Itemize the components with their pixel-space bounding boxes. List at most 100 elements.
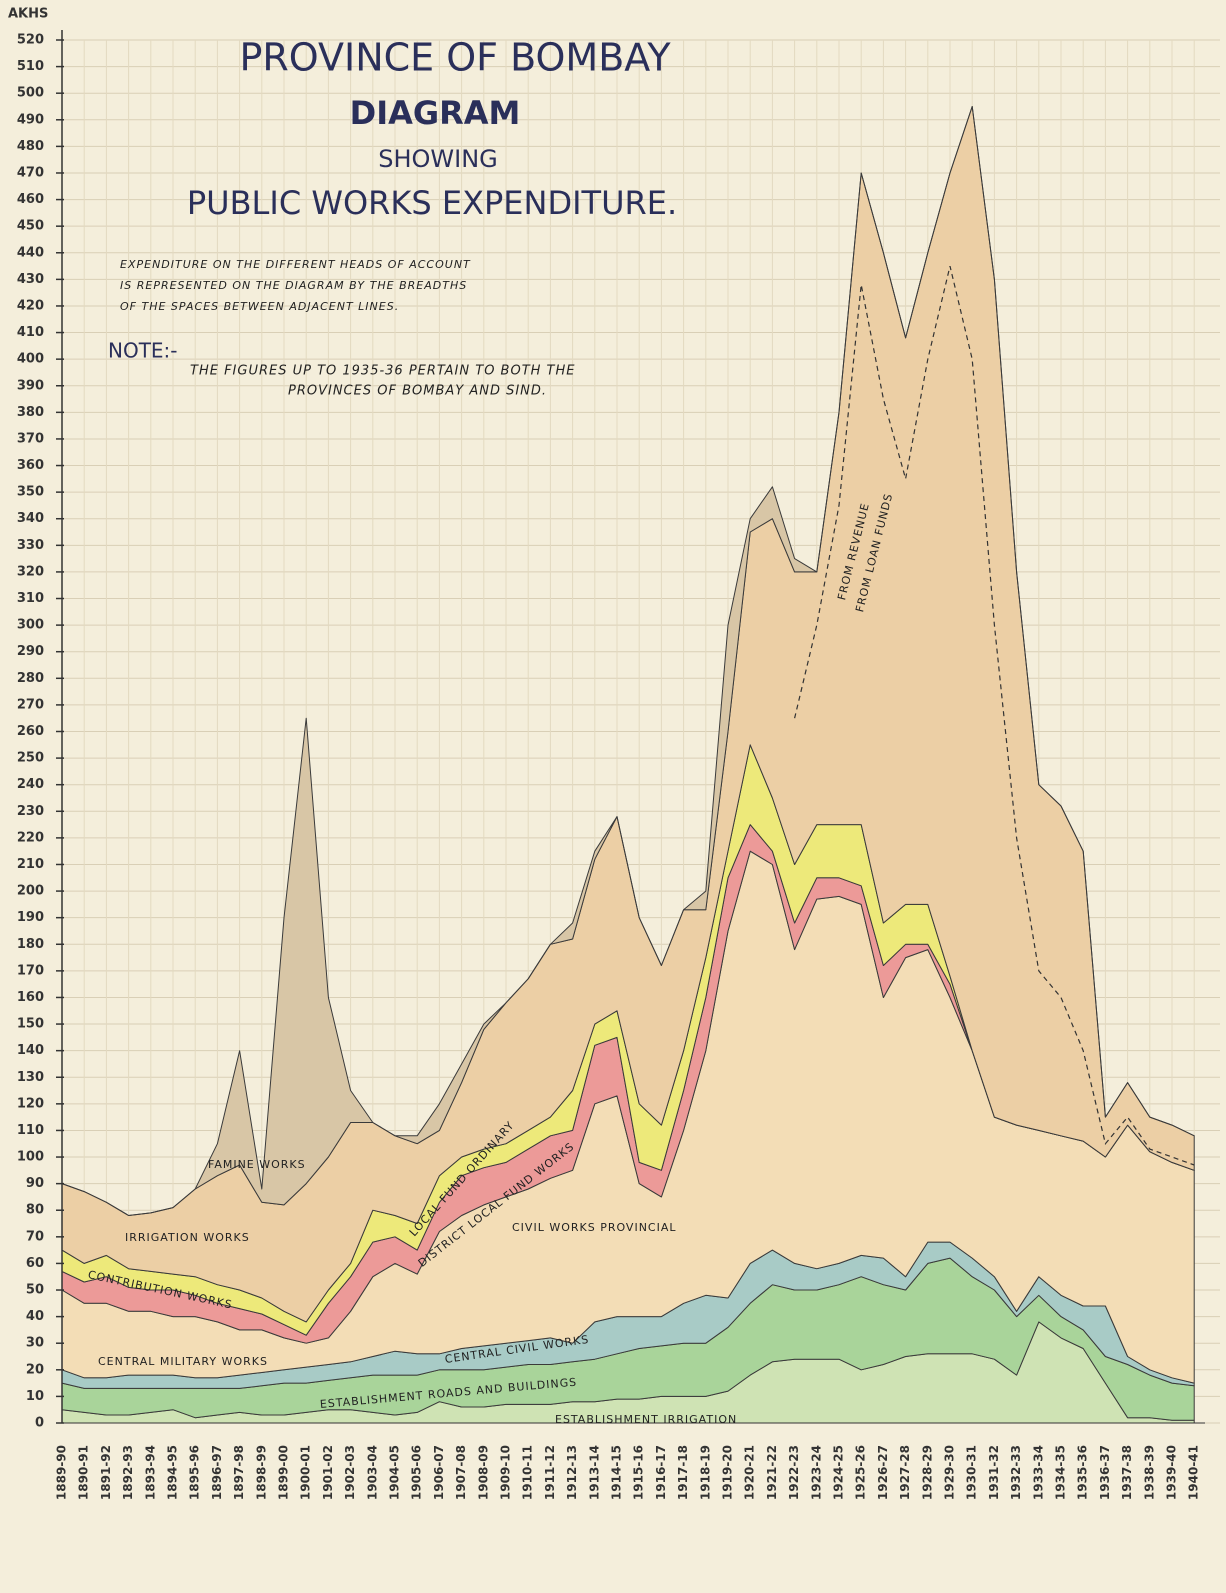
y-tick-label: 180: [17, 937, 44, 952]
y-tick-label: 420: [17, 298, 44, 313]
x-tick-label: 1892-93: [121, 1445, 135, 1500]
x-tick-label: 1913-14: [587, 1445, 601, 1500]
y-tick-label: 430: [17, 272, 44, 287]
x-tick-label: 1929-30: [943, 1445, 957, 1500]
x-tick-label: 1936-37: [1098, 1445, 1112, 1500]
note: THE FIGURES UP TO 1935-36 PERTAIN TO BOT…: [190, 364, 576, 379]
y-tick-label: 240: [17, 777, 44, 792]
x-tick-label: 1900-01: [299, 1445, 313, 1500]
x-tick-label: 1909-10: [499, 1445, 513, 1500]
y-tick-label: 150: [17, 1017, 44, 1032]
y-tick-label: 130: [17, 1070, 44, 1085]
x-tick-label: 1938-39: [1142, 1445, 1156, 1500]
y-tick-label: 410: [17, 325, 44, 340]
y-tick-label: 10: [26, 1389, 44, 1404]
y-tick-label: 300: [17, 618, 44, 633]
y-tick-label: 90: [26, 1176, 44, 1191]
y-tick-label: 100: [17, 1150, 44, 1165]
x-tick-label: 1927-28: [898, 1445, 912, 1500]
x-tick-label: 1939-40: [1165, 1445, 1179, 1500]
x-tick-label: 1901-02: [321, 1445, 335, 1500]
x-tick-label: 1899-00: [277, 1445, 291, 1500]
x-tick-label: 1921-22: [765, 1445, 779, 1500]
y-tick-label: 40: [26, 1309, 44, 1324]
y-tick-label: 510: [17, 59, 44, 74]
x-tick-label: 1903-04: [365, 1445, 379, 1500]
y-tick-label: 200: [17, 884, 44, 899]
x-tick-label: 1923-24: [809, 1445, 823, 1500]
x-tick-label: 1916-17: [654, 1445, 668, 1500]
y-tick-label: 520: [17, 33, 44, 48]
x-tick-label: 1934-35: [1054, 1445, 1068, 1500]
chart-title: PROVINCE OF BOMBAY: [239, 36, 671, 80]
x-tick-label: 1894-95: [166, 1445, 180, 1500]
x-tick-label: 1891-92: [99, 1445, 113, 1500]
x-tick-label: 1918-19: [698, 1445, 712, 1500]
y-tick-label: 250: [17, 751, 44, 766]
series-label: CIVIL WORKS PROVINCIAL: [512, 1221, 677, 1234]
y-tick-label: 450: [17, 219, 44, 234]
x-tick-label: 1914-15: [610, 1445, 624, 1500]
y-tick-label: 490: [17, 112, 44, 127]
description: OF THE SPACES BETWEEN ADJACENT LINES.: [120, 300, 399, 313]
y-tick-label: 120: [17, 1096, 44, 1111]
x-tick-label: 1906-07: [432, 1445, 446, 1500]
x-tick-label: 1932-33: [1009, 1445, 1023, 1500]
y-tick-label: 500: [17, 86, 44, 101]
y-tick-label: 440: [17, 245, 44, 260]
x-tick-label: 1895-96: [188, 1445, 202, 1500]
description: IS REPRESENTED ON THE DIAGRAM BY THE BRE…: [120, 279, 467, 292]
series-label: IRRIGATION WORKS: [125, 1231, 250, 1244]
y-tick-label: 310: [17, 591, 44, 606]
y-tick-label: 110: [17, 1123, 44, 1138]
x-tick-label: 1907-08: [454, 1445, 468, 1500]
x-tick-label: 1910-11: [521, 1445, 535, 1500]
y-tick-label: 320: [17, 564, 44, 579]
y-tick-label: 390: [17, 378, 44, 393]
x-tick-label: 1917-18: [676, 1445, 690, 1500]
area: [61, 106, 1195, 1216]
y-tick-label: 470: [17, 165, 44, 180]
y-tick-label: 330: [17, 538, 44, 553]
y-tick-label: 210: [17, 857, 44, 872]
x-tick-label: 1911-12: [543, 1445, 557, 1500]
annotation: CENTRAL MILITARY WORKS: [98, 1355, 268, 1368]
subtitle: PUBLIC WORKS EXPENDITURE.: [187, 184, 677, 222]
x-tick-label: 1920-21: [743, 1445, 757, 1500]
note-label: NOTE:-: [108, 339, 178, 363]
y-tick-label: 20: [26, 1362, 44, 1377]
x-tick-label: 1893-94: [143, 1445, 157, 1500]
x-tick-label: 1919-20: [721, 1445, 735, 1500]
x-tick-label: 1890-91: [77, 1445, 91, 1500]
description: EXPENDITURE ON THE DIFFERENT HEADS OF AC…: [120, 258, 471, 271]
series-label: ESTABLISHMENT IRRIGATION: [555, 1413, 737, 1426]
y-tick-label: 350: [17, 485, 44, 500]
x-tick-label: 1925-26: [854, 1445, 868, 1500]
y-tick-label: 270: [17, 697, 44, 712]
x-tick-label: 1930-31: [965, 1445, 979, 1500]
subtitle: DIAGRAM: [350, 94, 521, 132]
y-unit: AKHS: [8, 7, 48, 22]
y-tick-label: 280: [17, 671, 44, 686]
y-tick-label: 170: [17, 963, 44, 978]
series-label: FAMINE WORKS: [208, 1158, 306, 1171]
y-tick-label: 160: [17, 990, 44, 1005]
y-tick-label: 190: [17, 910, 44, 925]
x-tick-label: 1908-09: [476, 1445, 490, 1500]
y-tick-label: 220: [17, 830, 44, 845]
x-tick-label: 1937-38: [1120, 1445, 1134, 1500]
dashed-line: [794, 265, 1195, 1166]
y-tick-label: 370: [17, 431, 44, 446]
y-tick-label: 360: [17, 458, 44, 473]
x-tick-label: 1905-06: [410, 1445, 424, 1500]
x-tick-label: 1904-05: [388, 1445, 402, 1500]
x-tick-label: 1922-23: [787, 1445, 801, 1500]
x-tick-label: 1924-25: [832, 1445, 846, 1500]
note: PROVINCES OF BOMBAY AND SIND.: [288, 384, 547, 399]
x-tick-label: 1935-36: [1076, 1445, 1090, 1500]
x-tick-label: 1933-34: [1031, 1445, 1045, 1500]
y-tick-label: 290: [17, 644, 44, 659]
x-tick-label: 1902-03: [343, 1445, 357, 1500]
x-tick-label: 1928-29: [920, 1445, 934, 1500]
